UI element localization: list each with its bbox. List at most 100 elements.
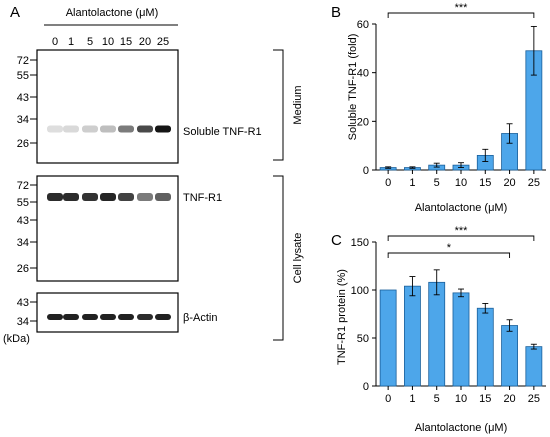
protein-band: [155, 314, 171, 320]
chart-b-xlabel: Alantolactone (μM): [415, 202, 508, 214]
bracket-cell-lysate: Cell lysate: [273, 175, 304, 341]
marker-label: 43: [17, 92, 29, 104]
y-tick-label: 20: [357, 116, 369, 128]
x-tick-label: 25: [528, 177, 540, 189]
x-tick-label: 20: [503, 393, 515, 405]
marker-label: 55: [17, 70, 29, 82]
blot-tnfr1: 72 55 43 34 26 TNF-R1: [17, 175, 222, 282]
marker-label: 43: [17, 297, 29, 309]
x-tick-label: 15: [479, 393, 491, 405]
bracket-label-medium: Medium: [292, 85, 304, 124]
blot-markers: 43 34: [17, 297, 37, 328]
marker-label: 55: [17, 197, 29, 209]
x-tick-label: 5: [434, 393, 440, 405]
blot-frame: [36, 175, 179, 282]
protein-band: [63, 193, 79, 201]
lane-label: 1: [68, 36, 74, 48]
protein-band: [100, 125, 116, 133]
chart-c: C TNF-R1 protein (%) Alantolactone (μM) …: [331, 225, 546, 434]
marker-label: 26: [17, 138, 29, 150]
protein-band: [47, 314, 63, 320]
marker-label: 43: [17, 215, 29, 227]
protein-band: [82, 125, 98, 133]
protein-band: [155, 193, 171, 201]
x-tick-label: 25: [528, 393, 540, 405]
y-tick-label: 100: [351, 285, 369, 297]
chart-b: B Soluble TNF-R1 (fold) Alantolactone (μ…: [331, 2, 546, 214]
protein-band: [137, 314, 153, 320]
protein-band: [137, 125, 153, 133]
blot-label-tnfr1: TNF-R1: [183, 192, 222, 204]
marker-label: 26: [17, 263, 29, 275]
bar: [452, 292, 470, 387]
significance-bracket: [387, 12, 535, 18]
kda-unit-label: (kDa): [3, 333, 30, 345]
protein-band: [118, 193, 134, 201]
protein-band: [100, 314, 116, 320]
blot-frame: [36, 49, 179, 164]
bar: [428, 281, 446, 387]
lane-label: 10: [102, 36, 114, 48]
lane-label: 15: [120, 36, 132, 48]
protein-band: [118, 314, 134, 320]
y-tick-label: 150: [351, 237, 369, 249]
x-tick-label: 10: [455, 177, 467, 189]
blot-bands: [47, 314, 171, 320]
x-tick-label: 0: [385, 177, 391, 189]
protein-band: [82, 314, 98, 320]
chart-b-ylabel: Soluble TNF-R1 (fold): [347, 34, 359, 141]
significance-bracket: [387, 252, 511, 258]
bar: [525, 346, 543, 387]
x-tick-label: 1: [409, 177, 415, 189]
y-tick-label: 60: [357, 19, 369, 31]
bracket-medium: Medium: [273, 49, 304, 161]
panel-a: A Alantolactone (μM) 0 1 5 10 15 20 25 7255433…: [3, 4, 304, 345]
bar: [379, 289, 397, 387]
marker-label: 34: [17, 114, 29, 126]
blot-markers: 72 55 43 34 26: [17, 180, 37, 275]
x-tick-label: 10: [455, 393, 467, 405]
protein-band: [47, 193, 63, 201]
protein-band: [118, 125, 134, 133]
chart-c-xlabel: Alantolactone (μM): [415, 422, 508, 434]
bracket-line: [273, 175, 284, 341]
bracket-line: [273, 49, 284, 161]
significance-label: ***: [455, 225, 469, 237]
panel-b-letter: B: [331, 4, 341, 21]
y-tick-label: 40: [357, 68, 369, 80]
bracket-label-cell-lysate: Cell lysate: [292, 233, 304, 284]
x-tick-label: 1: [409, 393, 415, 405]
blot-markers: 72 55 43 34 26: [17, 55, 37, 150]
treatment-title: Alantolactone (μM): [66, 7, 159, 19]
marker-label: 72: [17, 180, 29, 192]
protein-band: [63, 125, 79, 133]
marker-label: 72: [17, 55, 29, 67]
significance-label: *: [447, 242, 452, 254]
protein-band: [63, 314, 79, 320]
significance-label: ***: [455, 2, 469, 14]
bar: [404, 285, 421, 387]
x-tick-label: 20: [503, 177, 515, 189]
x-tick-label: 0: [385, 393, 391, 405]
y-tick-label: 50: [357, 333, 369, 345]
lane-label: 5: [87, 36, 93, 48]
panel-c-letter: C: [331, 232, 342, 249]
blot-frame: [36, 292, 179, 333]
protein-band: [47, 125, 63, 133]
bar: [501, 325, 518, 387]
protein-band: [100, 193, 116, 201]
blot-bands: [47, 193, 171, 201]
marker-label: 34: [17, 316, 29, 328]
lane-label: 20: [139, 36, 151, 48]
blot-beta-actin: 43 34 β-Actin: [17, 292, 217, 333]
lane-label: 0: [52, 36, 58, 48]
blot-bands: [47, 125, 171, 133]
lane-labels: 0 1 5 10 15 20 25: [52, 36, 169, 48]
protein-band: [137, 193, 153, 201]
protein-band: [155, 125, 171, 133]
significance-bracket: [387, 235, 535, 241]
marker-label: 34: [17, 237, 29, 249]
